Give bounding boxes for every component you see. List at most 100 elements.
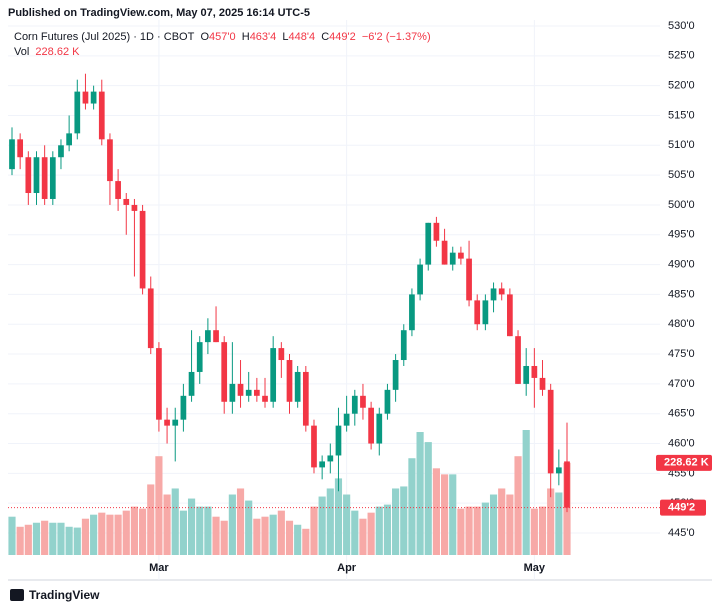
candle-body: [41, 157, 48, 199]
vol-label: Vol: [14, 46, 30, 58]
volume-bar: [285, 520, 294, 555]
volume-bar: [49, 522, 57, 555]
candle-body: [417, 264, 423, 295]
candle-body: [139, 210, 146, 289]
volume-bar: [465, 506, 473, 555]
y-tick-label: 520'0: [668, 80, 695, 92]
candle-body: [237, 383, 244, 396]
volume-bar: [261, 516, 269, 555]
candle-body: [482, 300, 489, 325]
volume-bar: [81, 518, 90, 555]
volume-bar: [392, 488, 400, 555]
candle-body: [90, 91, 97, 104]
volume-bar: [147, 484, 155, 555]
candle-body: [205, 330, 211, 343]
volume-bar: [547, 488, 555, 555]
volume-bar: [179, 510, 187, 555]
volume-bar: [98, 512, 106, 555]
y-tick-label: 500'0: [668, 199, 695, 211]
candle-body: [180, 395, 187, 420]
volume-bar: [530, 508, 538, 555]
volume-bar: [432, 468, 440, 555]
logo: TradingView: [10, 588, 100, 602]
y-tick-label: 480'0: [668, 318, 695, 330]
candle-body: [286, 360, 293, 402]
volume-bar: [294, 524, 302, 555]
volume-bar: [114, 514, 122, 555]
candle-body: [98, 91, 105, 140]
candle-body: [294, 371, 301, 402]
volume-bar: [236, 488, 245, 555]
candle-body: [196, 342, 203, 372]
volume-bar: [163, 494, 171, 555]
candle-body: [270, 348, 277, 402]
candle-body: [188, 371, 195, 396]
volume-bar: [506, 494, 514, 555]
candle-body: [515, 336, 521, 384]
volume-bar: [302, 528, 310, 555]
symbol: Corn Futures (Jul 2025) · 1D · CBOT: [14, 31, 195, 43]
last-price-label: 449'2: [668, 502, 695, 514]
candle-body: [400, 330, 407, 361]
y-tick-label: 485'0: [668, 288, 695, 300]
volume-bar: [122, 510, 130, 555]
volume-bar: [204, 506, 212, 555]
candle-body: [82, 91, 89, 104]
c-label: C: [321, 31, 330, 43]
y-tick-label: 445'0: [668, 527, 695, 539]
o-label: O: [200, 31, 210, 43]
volume-bar: [65, 526, 73, 555]
candle-body: [466, 258, 472, 301]
candle-body: [392, 360, 399, 390]
y-tick-label: 460'0: [668, 437, 695, 449]
volume-bar: [522, 430, 530, 555]
candle-body: [327, 455, 334, 462]
candle-body: [368, 407, 374, 444]
candle-body: [523, 365, 530, 384]
volume-bar: [253, 518, 261, 555]
logo-icon: [10, 589, 24, 601]
volume-tag-label: 228.62 K: [664, 457, 709, 469]
volume-bar: [212, 516, 220, 555]
candle-body: [343, 413, 350, 426]
candle-body: [474, 300, 481, 325]
candle-body: [25, 157, 32, 194]
y-tick-label: 515'0: [668, 109, 695, 121]
candle-body: [278, 348, 285, 361]
candle-body: [172, 419, 179, 426]
c-value: 449'2: [329, 31, 356, 43]
volume-tag: [656, 454, 712, 471]
candle-body: [507, 294, 513, 337]
x-tick-label: May: [524, 562, 546, 574]
candle-body: [547, 389, 554, 474]
candle-body: [441, 240, 448, 265]
volume-bar: [73, 527, 81, 555]
l-value: 448'4: [288, 31, 316, 43]
volume-bar: [375, 506, 383, 555]
volume-bar: [367, 512, 375, 555]
volume-bar: [326, 488, 334, 555]
candle-body: [498, 288, 505, 295]
candle-body: [245, 389, 252, 396]
candle-body: [253, 389, 260, 396]
y-tick-label: 490'0: [668, 258, 695, 270]
candle-body: [221, 342, 228, 402]
candle-body: [229, 383, 236, 402]
volume-bar: [318, 496, 326, 555]
volume-bar: [269, 514, 277, 555]
volume-bar: [449, 474, 457, 555]
volume-bar: [130, 506, 139, 555]
volume-bar: [24, 524, 32, 555]
candle-body: [66, 133, 72, 146]
candle-body: [123, 198, 130, 205]
volume-bar: [400, 486, 408, 555]
candle-body: [449, 252, 456, 265]
candle-body: [17, 139, 24, 158]
candle-body: [147, 288, 154, 349]
candle-body: [433, 222, 440, 241]
y-tick-label: 495'0: [668, 229, 695, 241]
candle-body: [74, 91, 81, 134]
volume-bar: [383, 504, 392, 555]
published: Published on TradingView.com, May 07, 20…: [8, 7, 310, 19]
